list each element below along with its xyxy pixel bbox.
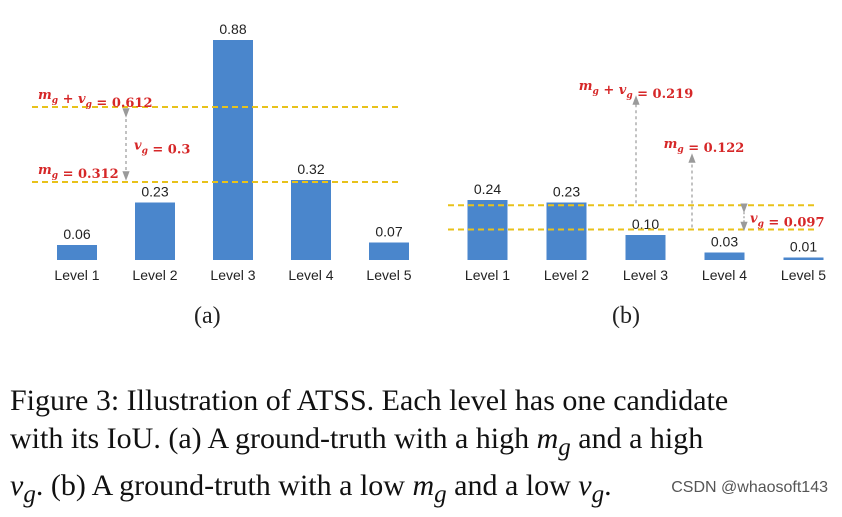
tick-label: Level 4	[288, 267, 333, 283]
threshold-label: mg = 0.122	[664, 137, 745, 156]
value-label: 0.88	[219, 21, 246, 37]
value-label: 0.01	[790, 239, 817, 255]
tick-label: Level 1	[465, 267, 510, 283]
tick-label: Level 5	[781, 267, 826, 283]
bar-a-4	[291, 180, 331, 260]
variance-label: vg = 0.097	[750, 211, 825, 230]
threshold-label: mg + vg = 0.612	[38, 88, 153, 111]
bar-a-3	[213, 40, 253, 260]
variance-label: vg = 0.3	[134, 139, 190, 158]
bar-b-3	[625, 235, 666, 260]
tick-label: Level 3	[210, 267, 255, 283]
threshold-label: mg + vg = 0.219	[579, 79, 694, 102]
bar-a-1	[57, 245, 97, 260]
figure-caption: Figure 3: Illustration of ATSS. Each lev…	[10, 382, 838, 514]
value-label: 0.32	[297, 161, 324, 177]
threshold-label: mg = 0.312	[38, 163, 119, 182]
tick-label: Level 5	[366, 267, 411, 283]
caption-line-1: Figure 3: Illustration of ATSS. Each lev…	[10, 384, 729, 417]
atss-figure: 0.06 Level 1 0.23 Level 2 0.88 Level 3 0.32 Lev…	[32, 21, 826, 283]
caption-line-3: vg. (b) A ground-truth with a low mg and…	[10, 469, 612, 508]
value-label: 0.03	[711, 234, 738, 250]
value-label: 0.06	[63, 226, 90, 242]
value-label: 0.23	[553, 184, 580, 200]
bar-a-2	[135, 202, 175, 260]
panel-a-label: (a)	[194, 303, 221, 329]
value-label: 0.10	[632, 216, 659, 232]
value-label: 0.07	[375, 224, 402, 240]
watermark: CSDN @whaosoft143	[671, 479, 828, 496]
bar-a-5	[369, 242, 409, 260]
tick-label: Level 4	[702, 267, 747, 283]
tick-label: Level 3	[623, 267, 668, 283]
caption-line-2: with its IoU. (a) A ground-truth with a …	[10, 422, 704, 461]
tick-label: Level 1	[54, 267, 99, 283]
value-label: 0.23	[141, 184, 168, 200]
tick-label: Level 2	[544, 267, 589, 283]
value-label: 0.24	[474, 181, 501, 197]
panel-b-label: (b)	[612, 303, 640, 329]
bar-b-4	[704, 252, 745, 260]
tick-label: Level 2	[132, 267, 177, 283]
bar-b-2	[546, 202, 587, 260]
bar-b-5	[783, 257, 824, 260]
